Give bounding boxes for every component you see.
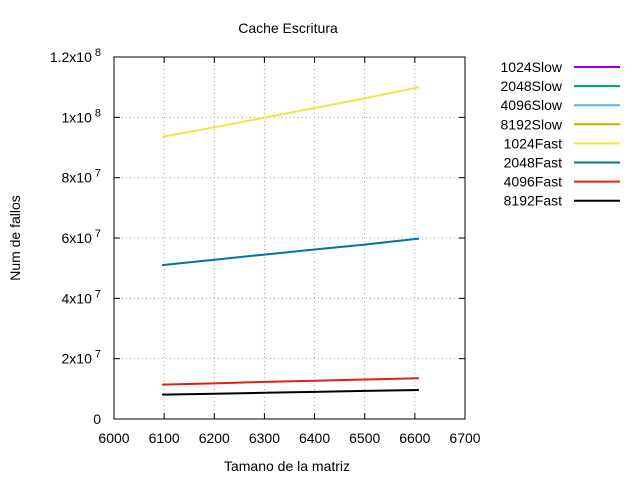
y-tick-label: 1.2x10 8: [50, 47, 101, 65]
legend-label: 1024Slow: [501, 59, 563, 75]
series-lines: [161, 86, 420, 396]
x-tick-label: 6200: [199, 430, 230, 446]
y-tick-label: 6x10 7: [62, 228, 101, 246]
axis-ticks: 6000 6100 6200 6300 6400 6500 6600 6700 0 2x10 7 4x…: [50, 47, 481, 446]
x-tick-label: 6600: [399, 430, 430, 446]
legend-label: 8192Slow: [501, 116, 563, 132]
y-axis-label: Num de fallos: [7, 195, 23, 281]
y-tick-label: 8x10 7: [62, 168, 101, 186]
x-tick-label: 6300: [249, 430, 280, 446]
legend-label: 4096Fast: [504, 174, 562, 190]
x-axis-label: Tamano de la matriz: [224, 458, 350, 474]
series-line-4096fast: [162, 377, 419, 386]
y-tick-label: 0: [93, 411, 101, 427]
x-tick-label: 6000: [98, 430, 129, 446]
x-tick-label: 6500: [349, 430, 380, 446]
y-tick-label: 1x10 8: [62, 107, 101, 125]
legend-label: 4096Slow: [501, 97, 563, 113]
y-tick-label: 2x10 7: [62, 349, 101, 367]
x-tick-label: 6400: [299, 430, 330, 446]
y-tick-label: 4x10 7: [62, 288, 101, 306]
legend-label: 2048Slow: [501, 78, 563, 94]
legend-label: 1024Fast: [504, 135, 562, 151]
grid-lines: [114, 57, 465, 419]
legend-label: 2048Fast: [504, 155, 562, 171]
legend: 1024Slow 2048Slow 4096Slow 8192Slow 1024Fast…: [501, 59, 620, 209]
x-tick-label: 6100: [149, 430, 180, 446]
chart-title: Cache Escritura: [238, 20, 338, 36]
series-line-8192fast: [162, 389, 419, 396]
legend-label: 8192Fast: [504, 193, 562, 209]
series-line-2048fast: [161, 237, 420, 267]
series-line-1024fast: [161, 86, 420, 138]
x-tick-label: 6700: [449, 430, 480, 446]
